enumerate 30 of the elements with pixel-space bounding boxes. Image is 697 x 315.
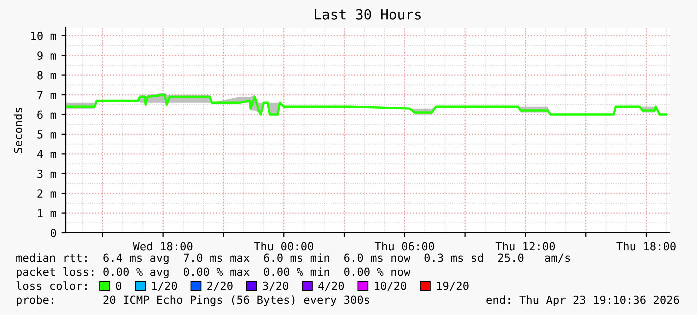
legend-label: 1/20 <box>152 282 178 292</box>
y-axis-title: Seconds <box>14 108 23 154</box>
y-tick-label: 1 m <box>38 209 56 218</box>
x-tick-label: Thu 18:00 <box>616 242 676 251</box>
legend-label: 19/20 <box>437 282 469 292</box>
x-tick-label: Thu 00:00 <box>254 242 314 251</box>
text: median rtt: 6.4 ms avg 7.0 ms max 6.0 ms min 6.0 ms now 0.3 ms sd 25.0 am/s <box>16 254 570 264</box>
text: end: Thu Apr 23 19:10:36 2026 <box>486 296 680 306</box>
legend-label: 4/20 <box>318 282 344 292</box>
legend-label: 2/20 <box>208 282 233 292</box>
y-tick-label: 5 m <box>38 130 56 139</box>
x-tick-label: Wed 18:00 <box>133 242 193 251</box>
legend-title: loss color: <box>16 282 87 290</box>
y-tick-label: 10 m <box>32 32 56 40</box>
text: probe: 20 ICMP Echo Pings (56 Bytes) every 300s <box>17 296 370 306</box>
legend-label: 3/20 <box>263 282 288 292</box>
chart-title: Last 30 Hours <box>315 9 421 20</box>
x-tick-label: Thu 12:00 <box>496 242 556 251</box>
y-tick-label: 8 m <box>38 71 56 80</box>
y-tick-label: 3 m <box>38 170 56 178</box>
y-tick-label: 6 m <box>38 110 56 120</box>
y-tick-label: 4 m <box>37 150 56 158</box>
y-tick-label: 7 m <box>38 91 56 100</box>
text: packet loss: 0.00 % avg 0.00 % max 0.00 % min 0.00 % now <box>17 268 411 278</box>
y-tick-label: 9 m <box>38 52 56 60</box>
y-tick-label: 0 <box>51 229 56 238</box>
x-tick-label: Thu 06:00 <box>375 242 434 251</box>
legend-label: 10/20 <box>375 282 406 292</box>
legend-label: 0 <box>116 282 122 290</box>
y-tick-label: 2 m <box>38 190 56 198</box>
